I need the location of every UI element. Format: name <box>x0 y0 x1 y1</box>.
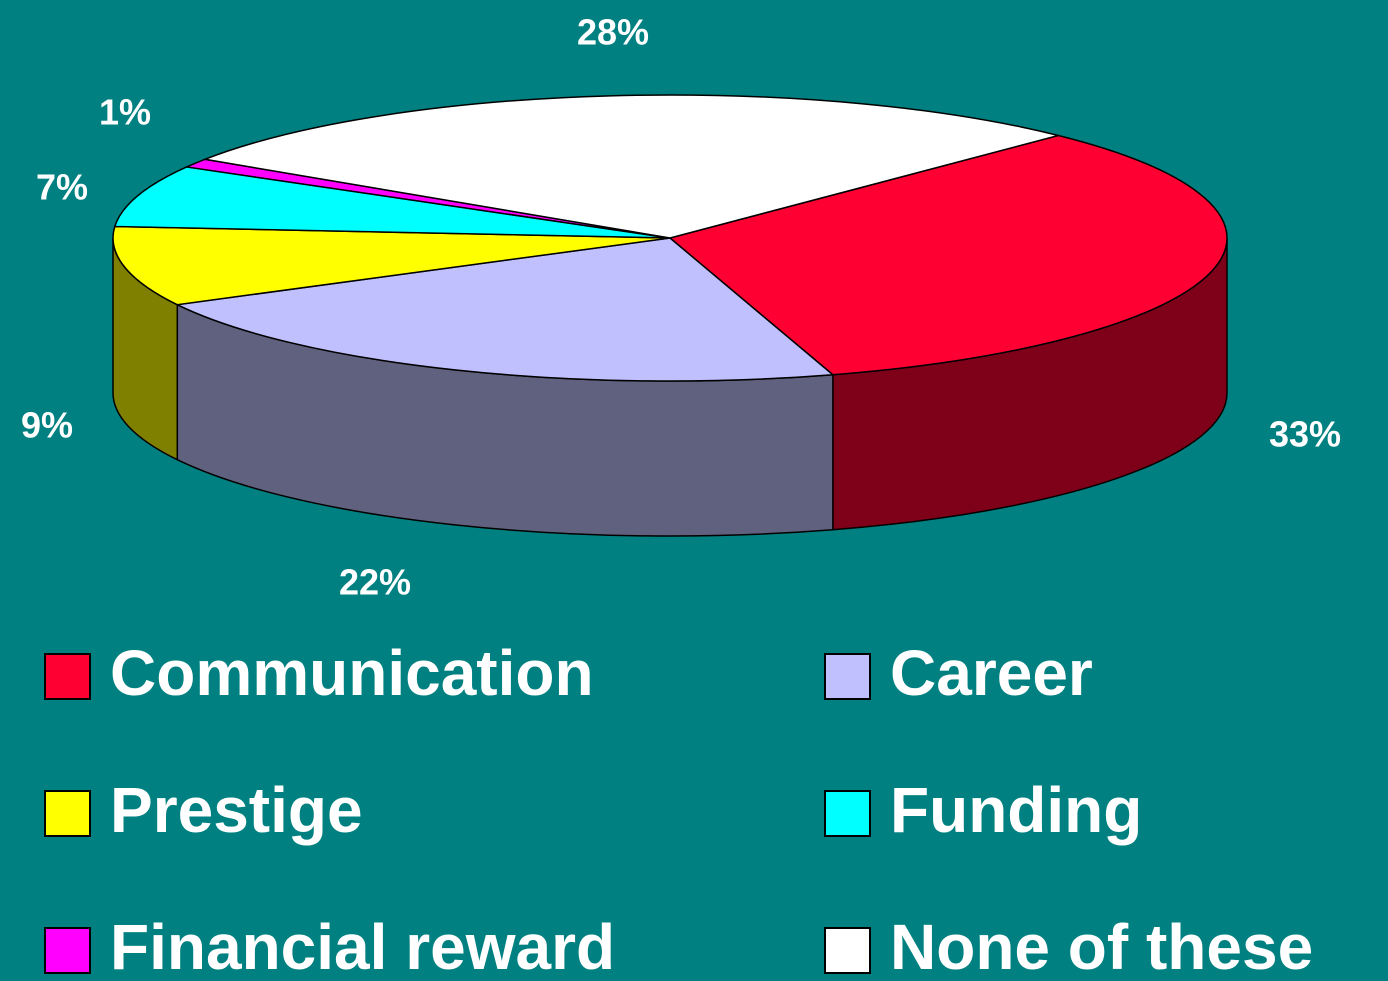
slice <box>202 94 1059 239</box>
slice <box>112 225 671 306</box>
data-label: 28% <box>577 12 649 53</box>
legend-swatch <box>44 653 91 700</box>
slice <box>113 166 671 239</box>
legend-label: Funding <box>890 774 1142 846</box>
legend-swatch <box>824 927 871 974</box>
legend-label: Career <box>890 637 1093 709</box>
legend-swatch <box>824 790 871 837</box>
legend-swatch <box>44 927 91 974</box>
data-label: 1% <box>99 92 151 133</box>
legend-label: Communication <box>110 637 594 709</box>
data-label: 9% <box>21 405 73 446</box>
data-label: 7% <box>36 167 88 208</box>
slice <box>668 134 1228 376</box>
legend-swatch <box>824 653 871 700</box>
legend-label: Financial reward <box>110 911 615 981</box>
slice <box>174 237 835 382</box>
legend-swatch <box>44 790 91 837</box>
legend-label: Prestige <box>110 774 363 846</box>
data-label: 33% <box>1269 414 1341 455</box>
legend-label: None of these <box>890 911 1313 981</box>
data-label: 22% <box>339 562 411 603</box>
